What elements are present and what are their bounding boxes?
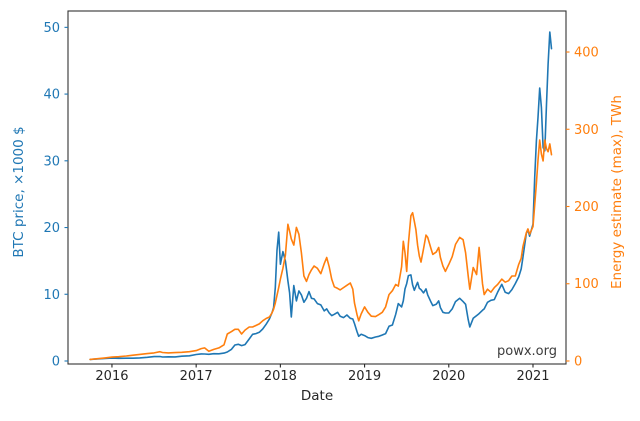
left-axis-title: BTC price, ×1000 $ <box>11 126 27 257</box>
y-right-tick-label-300: 300 <box>574 123 599 138</box>
x-axis-title: Date <box>300 388 334 404</box>
series-line-energy-estimate-max- <box>89 139 553 361</box>
y-right-tick-label-100: 100 <box>574 277 599 292</box>
watermark: powx.org <box>497 344 557 359</box>
y-left-tick-label-20: 20 <box>43 221 60 236</box>
plot-border <box>67 10 567 365</box>
y-left-tick-label-0: 0 <box>52 354 60 369</box>
right-axis-title: Energy estimate (max), TWh <box>609 95 625 289</box>
x-tick-label-2021: 2021 <box>516 369 549 384</box>
y-left-tick-label-10: 10 <box>43 288 60 303</box>
y-left-tick-label-40: 40 <box>43 88 60 103</box>
y-left-tick-label-30: 30 <box>43 154 60 169</box>
y-right-tick-label-200: 200 <box>574 200 599 215</box>
y-left-tick-label-50: 50 <box>43 21 60 36</box>
y-right-tick-label-400: 400 <box>574 46 599 61</box>
x-tick-label-2016: 2016 <box>95 369 128 384</box>
x-tick-label-2018: 2018 <box>264 369 297 384</box>
x-tick-label-2019: 2019 <box>348 369 381 384</box>
y-right-tick-label-0: 0 <box>574 354 582 369</box>
x-tick-label-2017: 2017 <box>180 369 213 384</box>
series-line-btc-price <box>89 31 553 361</box>
x-tick-label-2020: 2020 <box>432 369 465 384</box>
